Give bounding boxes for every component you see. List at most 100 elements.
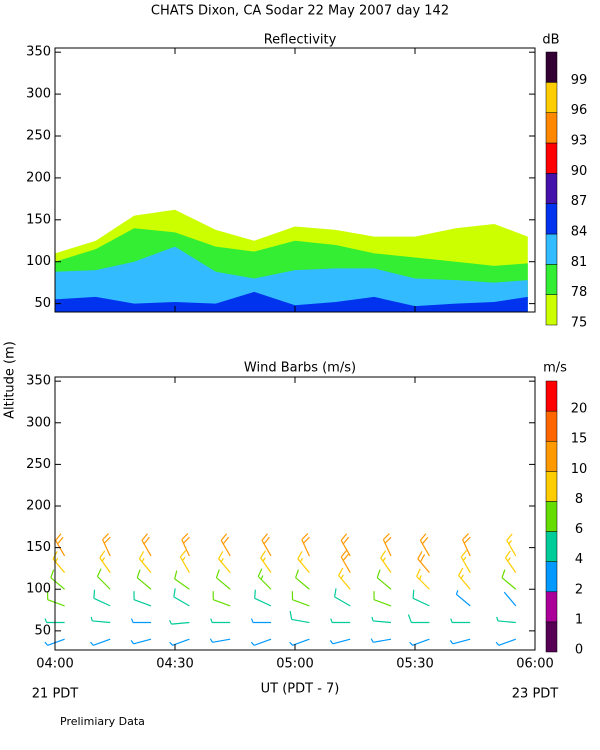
colorbar-swatch	[545, 561, 558, 593]
wind-barb	[376, 569, 392, 590]
wind-barb	[138, 551, 152, 573]
y-tick-label: 50	[34, 296, 51, 311]
wind-barb	[340, 533, 351, 557]
wind-barb	[417, 551, 430, 573]
wind-barb	[295, 569, 310, 590]
wind-barb	[210, 618, 231, 624]
colorbar-unit: m/s	[543, 361, 567, 376]
x-note: 21 PDT	[32, 687, 79, 702]
main-title: CHATS Dixon, CA Sodar 22 May 2007 day 14…	[151, 4, 449, 19]
wind-barb	[329, 638, 351, 645]
wind-barb	[297, 551, 310, 573]
wind-barb	[47, 591, 65, 607]
colorbar-label: 93	[571, 134, 588, 149]
panel-title: Reflectivity	[264, 33, 337, 48]
wind-barb	[169, 619, 190, 625]
colorbar-label: 90	[571, 164, 588, 179]
wind-barb	[380, 550, 392, 573]
y-tick-label: 350	[26, 45, 51, 60]
wind-barb	[291, 591, 310, 607]
wind-barb	[96, 568, 111, 590]
wind-barb	[102, 533, 111, 557]
colorbar-label: 96	[571, 103, 588, 118]
panel-title: Wind Barbs (m/s)	[244, 361, 356, 376]
x-tick-label: 04:30	[156, 657, 193, 672]
wind-barb	[250, 638, 272, 646]
wind-barb	[169, 638, 190, 646]
colorbar-swatch	[545, 410, 558, 442]
y-tick-label: 200	[26, 170, 51, 185]
x-note: 23 PDT	[512, 687, 559, 702]
colorbar-swatch	[545, 501, 558, 532]
wind-barb	[254, 589, 272, 607]
wind-barb	[409, 638, 430, 646]
wind-barb	[130, 618, 151, 624]
y-axis-label: Altitude (m)	[3, 341, 18, 419]
y-tick-label: 150	[26, 212, 51, 227]
wind-barb	[215, 569, 231, 590]
x-tick-label: 04:00	[36, 657, 73, 672]
wind-barb	[330, 618, 351, 624]
colorbar-swatch	[545, 531, 558, 562]
contour-band	[55, 291, 528, 312]
wind-barb	[416, 568, 430, 590]
plot-frame	[54, 376, 536, 651]
y-tick-label: 300	[26, 87, 51, 102]
wind-barb	[449, 638, 471, 645]
x-axis-label: UT (PDT - 7)	[261, 682, 340, 697]
colorbar-label: 20	[571, 402, 588, 417]
colorbar-unit: dB	[542, 33, 559, 48]
colorbar-swatch	[545, 51, 558, 83]
colorbar-label: 87	[571, 194, 588, 209]
colorbar-swatch	[545, 264, 558, 295]
wind-barb	[136, 569, 152, 590]
wind-barb	[301, 533, 310, 557]
y-tick-label: 150	[26, 540, 51, 555]
wind-barb	[289, 638, 310, 646]
colorbar-label: 15	[571, 432, 588, 447]
wind-barb	[90, 638, 111, 646]
colorbar-swatch	[545, 380, 558, 412]
wind-barb	[93, 589, 111, 607]
x-tick-label: 05:00	[276, 657, 313, 672]
wind-barb	[460, 550, 471, 573]
wind-barb	[261, 533, 272, 557]
wind-barb	[503, 591, 517, 607]
wind-barb	[407, 614, 430, 624]
wind-barb	[55, 533, 66, 557]
wind-barb	[44, 638, 65, 646]
y-tick-label: 350	[26, 374, 51, 389]
colorbar-label: 8	[575, 492, 583, 507]
wind-barb	[370, 638, 392, 643]
colorbar-label: 2	[575, 582, 583, 597]
colorbar-swatch	[545, 112, 558, 144]
colorbar-swatch	[545, 82, 558, 113]
wind-barb	[179, 550, 190, 573]
wind-barb	[373, 591, 392, 607]
wind-barb	[371, 616, 392, 624]
wind-barb	[99, 550, 111, 573]
wind-barb	[462, 533, 471, 557]
wind-barb	[44, 618, 65, 624]
wind-barb	[212, 591, 231, 607]
x-tick-label: 06:00	[516, 657, 553, 672]
footnote: Prelimiary Data	[60, 715, 145, 728]
wind-barb	[141, 533, 152, 557]
contour-band	[55, 246, 528, 312]
wind-barb	[334, 588, 351, 607]
colorbar-swatch	[545, 142, 558, 174]
wind-barb	[455, 590, 471, 607]
wind-barb	[130, 638, 152, 645]
wind-barb	[260, 550, 272, 573]
colorbar-label: 78	[571, 285, 588, 300]
wind-barb	[382, 533, 392, 557]
wind-barb	[450, 618, 471, 624]
colorbar-swatch	[545, 173, 558, 204]
wind-barb	[504, 550, 517, 573]
colorbar-swatch	[545, 294, 558, 326]
wind-barb	[338, 567, 351, 590]
colorbar-swatch	[545, 440, 558, 472]
colorbar-swatch	[545, 471, 558, 502]
colorbar-swatch	[545, 233, 558, 265]
